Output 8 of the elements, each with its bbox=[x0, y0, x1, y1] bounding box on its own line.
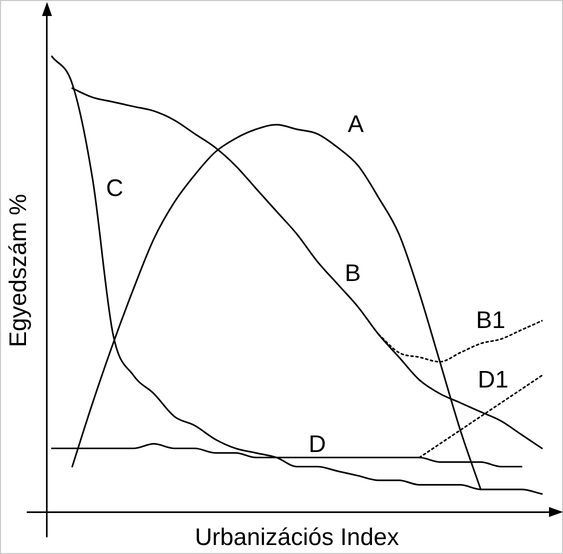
series-label: A bbox=[348, 111, 364, 138]
series-label: C bbox=[106, 175, 124, 202]
x-axis-title: Urbanizációs Index bbox=[194, 524, 399, 552]
series-label: B bbox=[344, 260, 361, 287]
series-label: D1 bbox=[478, 366, 508, 394]
series-label: B1 bbox=[476, 307, 506, 334]
y-axis-title: Egyedszám % bbox=[5, 194, 32, 348]
series-label: D bbox=[308, 431, 326, 458]
